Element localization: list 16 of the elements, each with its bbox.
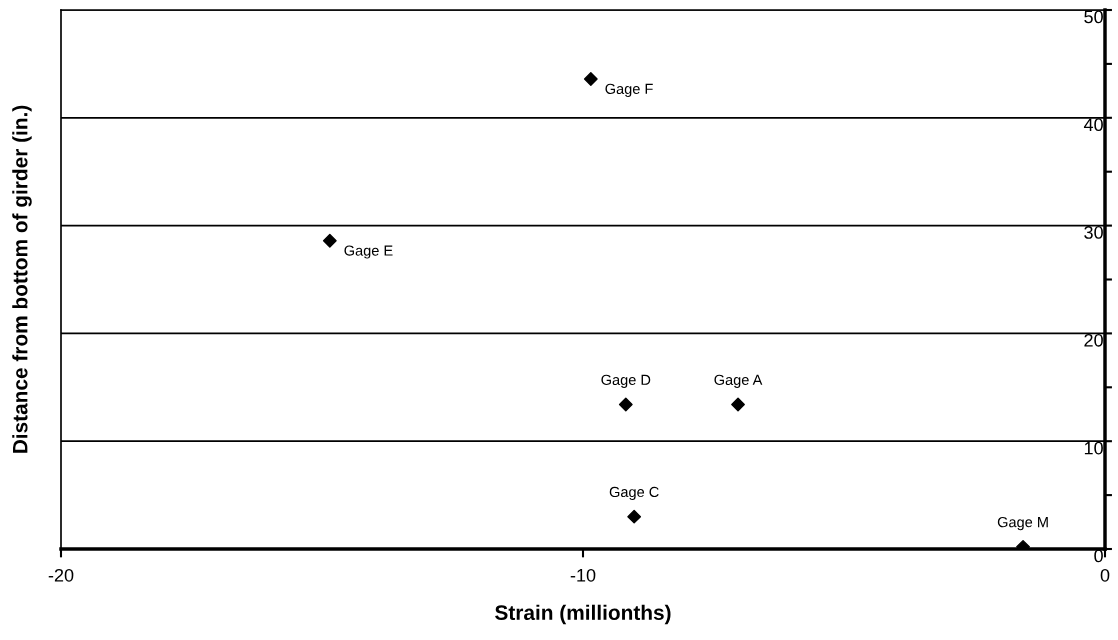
x-tick-label: -20 [48,568,74,582]
annotation: Gage D [601,374,651,388]
y-axis-title: Distance from bottom of girder (in.) [12,105,32,453]
y-tick-label: 0 [1094,549,1103,563]
y-tick-label: 40 [1083,118,1103,132]
x-axis-title: Strain (millionths) [495,604,671,625]
annotation: Gage M [997,516,1048,531]
y-tick-label: 20 [1084,333,1103,347]
y-tick-label: 10 [1084,441,1103,455]
y-tick-label: 30 [1084,226,1103,239]
annotation: Gage A [714,374,763,388]
annotation: Gage C [609,486,659,500]
y-tick-label: 50 [1084,10,1103,24]
x-tick-label: -10 [570,568,596,582]
annotation: Gage F [605,83,653,97]
annotation: Gage E [344,245,393,259]
